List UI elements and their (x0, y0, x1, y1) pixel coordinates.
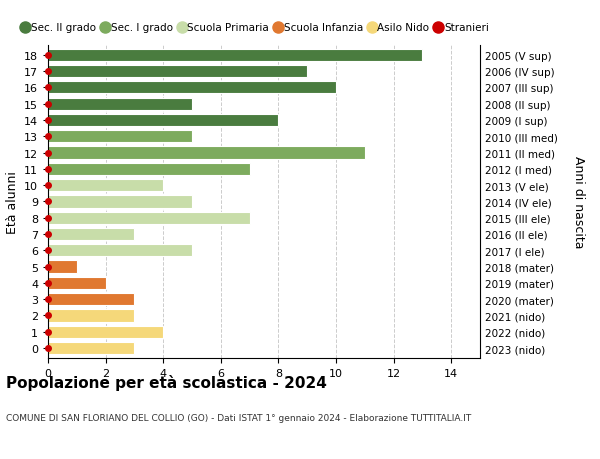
Text: Popolazione per età scolastica - 2024: Popolazione per età scolastica - 2024 (6, 374, 327, 390)
Bar (48, 179, 163, 192)
Y-axis label: Anni di nascita: Anni di nascita (572, 156, 584, 248)
Bar (48, 66, 307, 78)
Bar (48, 326, 163, 338)
Bar (48, 212, 250, 224)
Bar (48, 147, 365, 159)
Bar (48, 293, 134, 306)
Bar (48, 310, 134, 322)
Bar (48, 50, 422, 62)
Bar (48, 229, 134, 241)
Bar (48, 196, 192, 208)
Bar (48, 342, 134, 354)
Legend: Sec. II grado, Sec. I grado, Scuola Primaria, Scuola Infanzia, Asilo Nido, Stran: Sec. II grado, Sec. I grado, Scuola Prim… (19, 19, 493, 38)
Y-axis label: Età alunni: Età alunni (5, 171, 19, 233)
Bar (48, 131, 192, 143)
Bar (48, 245, 192, 257)
Bar (48, 115, 278, 127)
Bar (48, 98, 192, 111)
Bar (48, 261, 77, 273)
Bar (48, 277, 106, 289)
Bar (48, 82, 336, 94)
Bar (48, 163, 250, 175)
Text: COMUNE DI SAN FLORIANO DEL COLLIO (GO) - Dati ISTAT 1° gennaio 2024 - Elaborazio: COMUNE DI SAN FLORIANO DEL COLLIO (GO) -… (6, 413, 471, 422)
